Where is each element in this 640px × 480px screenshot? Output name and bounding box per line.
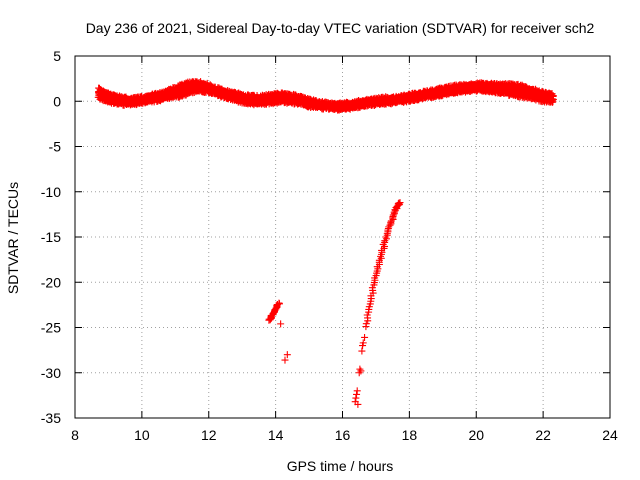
x-tick-label: 16 [335,427,351,443]
data-point [357,367,365,375]
data-point [361,333,369,341]
data-point [363,311,371,319]
x-tick-label: 22 [535,427,551,443]
data-point [395,199,403,207]
y-tick-label: 0 [53,93,61,109]
data-point [356,365,364,373]
x-tick-label: 10 [134,427,150,443]
data-point [355,369,363,377]
data-point [372,272,380,280]
y-tick-label: -15 [41,229,61,245]
x-axis-label: GPS time / hours [287,458,394,474]
data-point [382,235,390,243]
data-point [352,394,360,402]
y-axis-label: SDTVAR / TECUs [5,182,21,294]
y-tick-label: 5 [53,48,61,64]
ticks-layer [74,55,611,419]
data-point [281,356,289,364]
data-point [283,351,291,359]
x-tick-label: 8 [71,427,79,443]
data-point [386,221,394,229]
y-tick-label: -5 [49,139,62,155]
data-point [275,300,283,308]
x-tick-label: 20 [468,427,484,443]
data-point [549,92,557,100]
tick-labels-layer: 8 10 12 14 16 18 20 22 24 -35 -30 -25 -20 -15 -10 -5 0 5 [41,48,618,443]
data-point [368,284,376,292]
data-point [358,347,366,355]
grid-layer [75,56,610,418]
x-tick-label: 18 [402,427,418,443]
data-point [353,390,361,398]
data-point [379,240,387,248]
data-point [277,320,285,328]
data-points-layer [94,78,557,408]
data-point [362,320,370,328]
data-point [387,217,395,225]
x-tick-label: 24 [602,427,618,443]
y-tick-label: -25 [41,320,61,336]
data-point [383,231,391,239]
y-tick-label: -20 [41,274,61,290]
data-point [353,387,361,395]
y-tick-label: -35 [41,410,61,426]
data-point [389,211,397,219]
y-tick-label: -10 [41,184,61,200]
x-tick-label: 14 [268,427,284,443]
data-point [359,339,367,347]
y-tick-label: -30 [41,365,61,381]
x-tick-label: 12 [201,427,217,443]
data-point [354,400,362,408]
chart-title: Day 236 of 2021, Sidereal Day-to-day VTE… [86,20,595,36]
